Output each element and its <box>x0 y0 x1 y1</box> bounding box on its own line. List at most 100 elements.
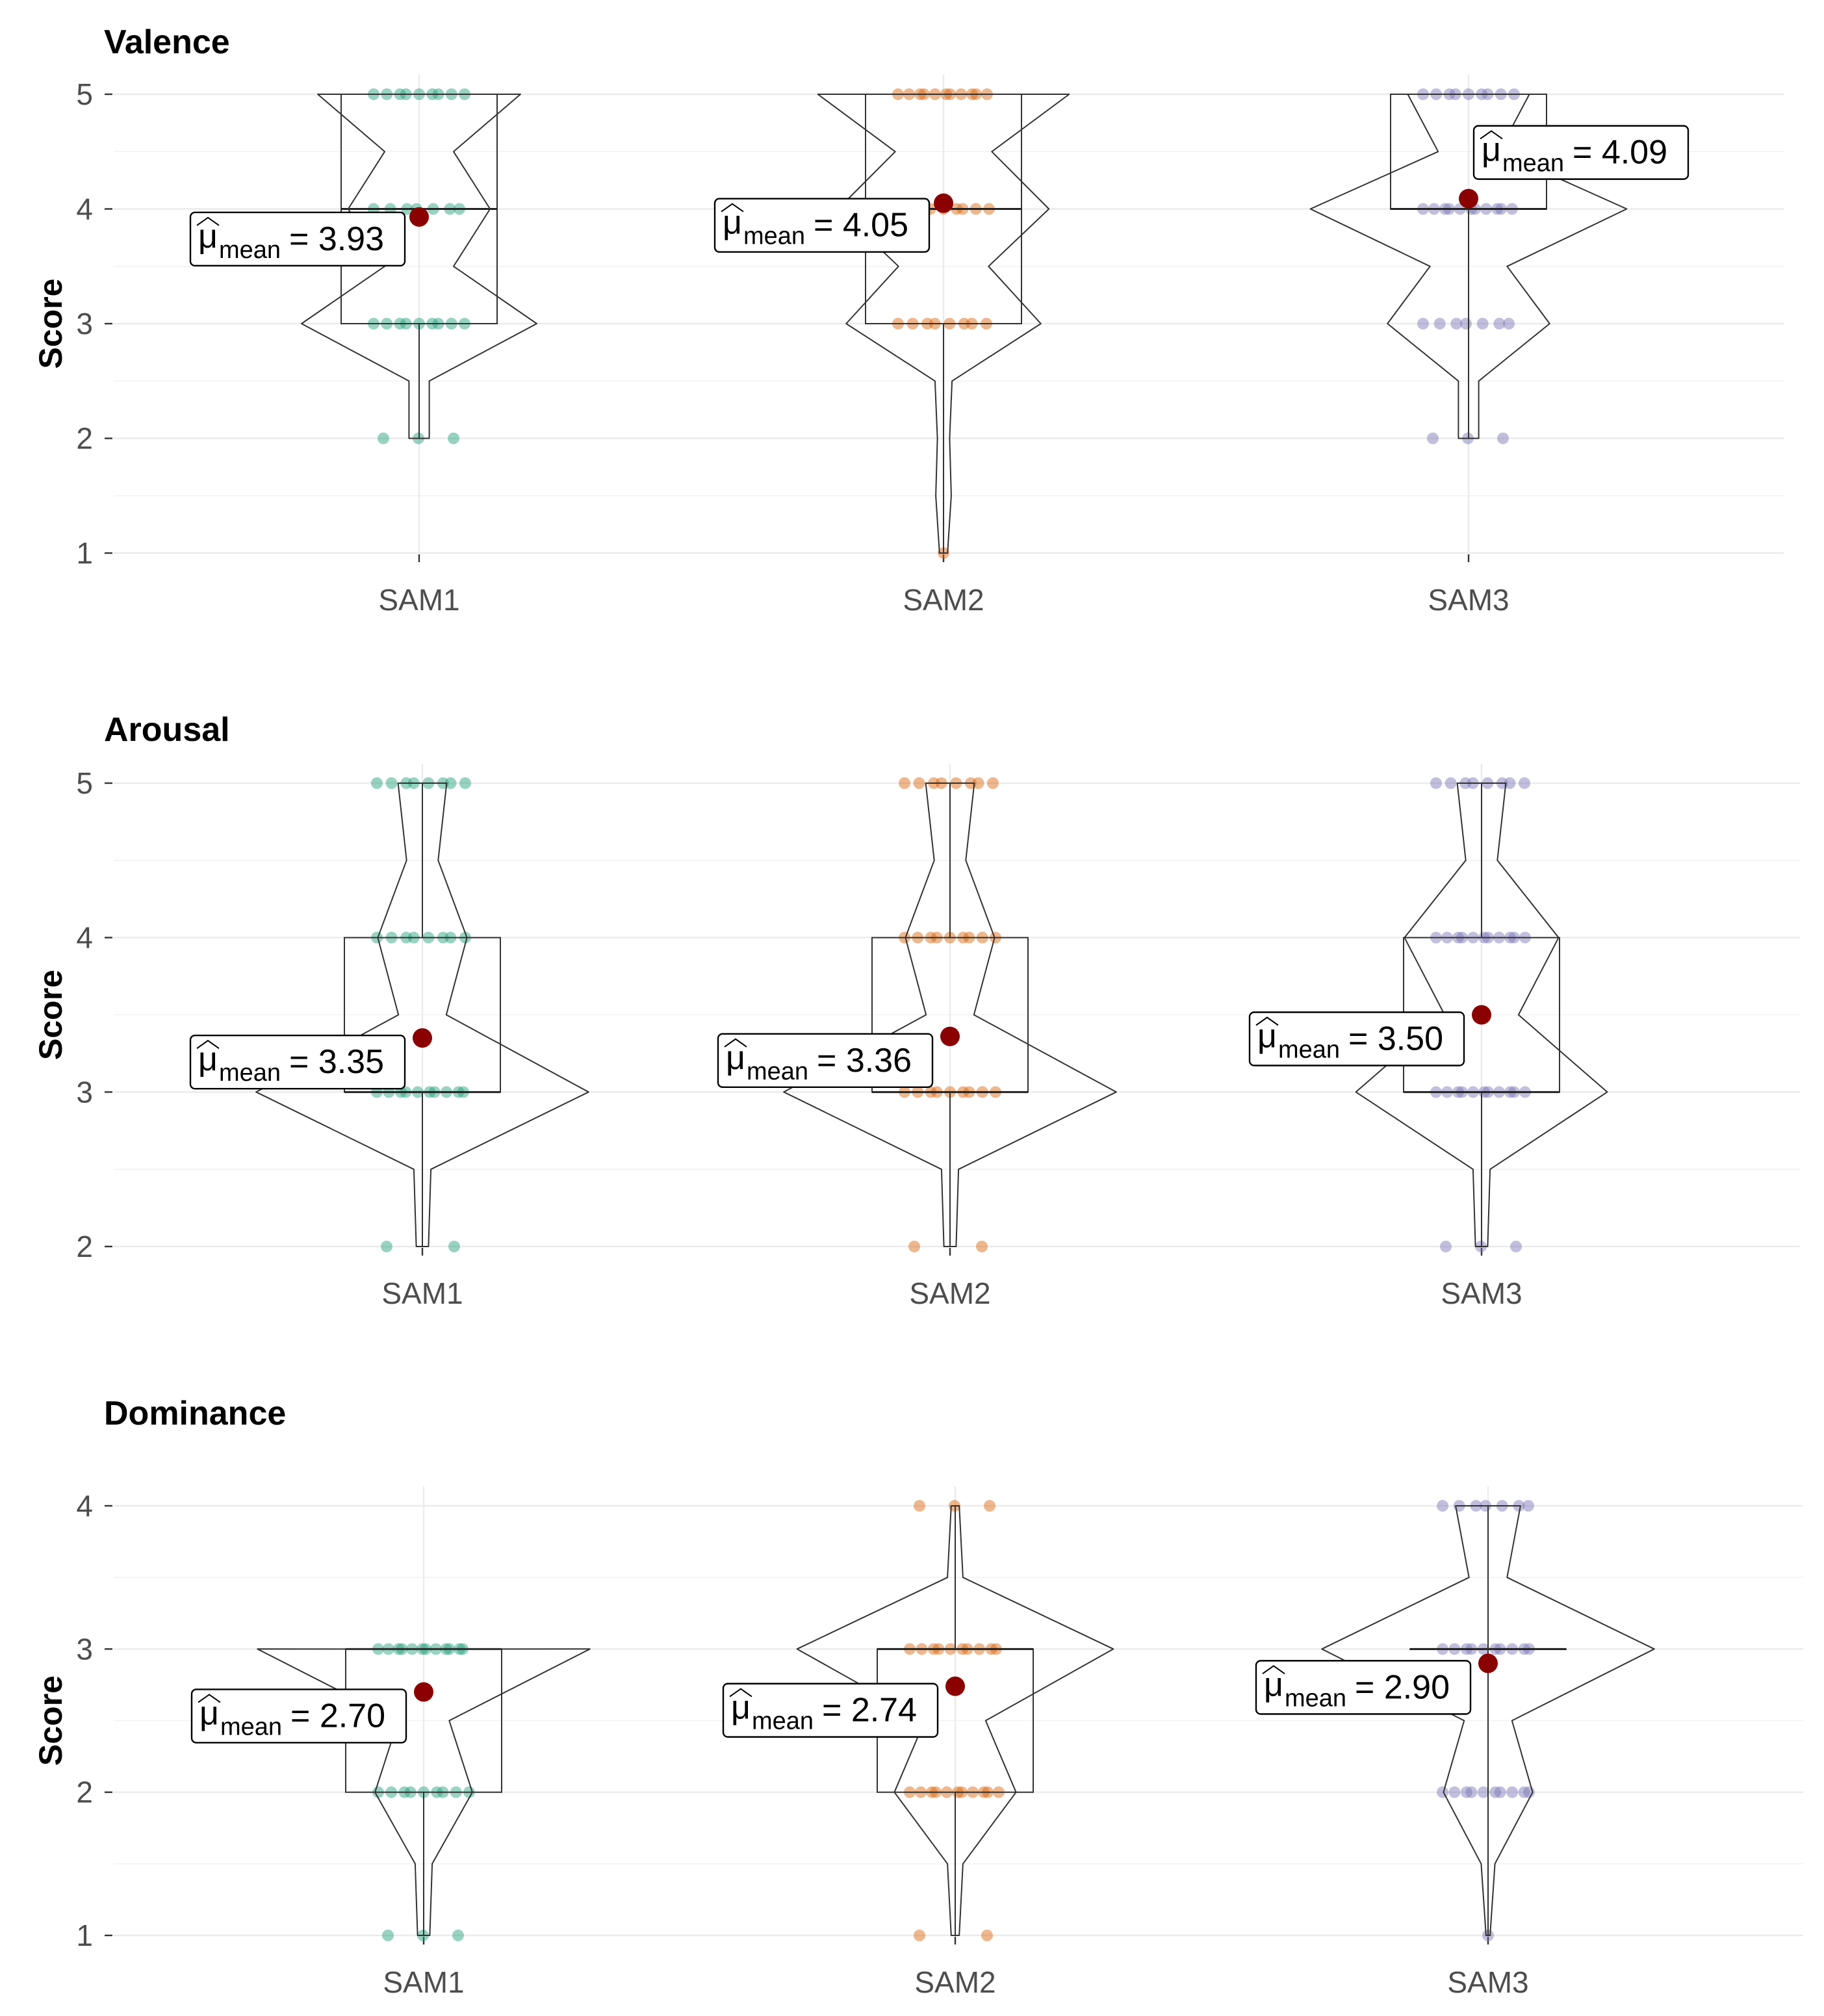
mean-subscript: mean <box>220 1713 282 1740</box>
x-tick-label: SAM1 <box>381 1276 463 1310</box>
mean-value: = 3.35 <box>289 1043 384 1081</box>
mean-value: = 2.74 <box>822 1692 917 1729</box>
data-point <box>1445 777 1457 789</box>
data-point <box>987 777 999 789</box>
data-point <box>1518 1786 1530 1798</box>
violin-outline <box>783 782 1117 1247</box>
x-tick-label: SAM2 <box>914 1965 995 1999</box>
violin-outline <box>301 94 537 439</box>
x-tick-label: SAM1 <box>378 583 459 617</box>
mean-label: μ mean = 2.70 <box>190 1688 407 1744</box>
data-point <box>1504 777 1516 789</box>
group-sam3: SAM3 μ mean = 4.09 <box>1309 88 1689 617</box>
data-point <box>1510 1241 1522 1252</box>
x-tick-label: SAM2 <box>909 1276 990 1310</box>
data-point <box>1427 432 1439 445</box>
arousal-title: Arousal <box>104 711 230 749</box>
data-point <box>371 777 383 789</box>
mean-label-box <box>713 198 931 253</box>
data-point <box>1476 318 1489 330</box>
mu-symbol: μ <box>1482 131 1501 169</box>
hat-accent <box>721 203 744 213</box>
hat-accent <box>1480 130 1503 140</box>
data-point <box>1437 1786 1448 1798</box>
data-point <box>1430 777 1442 789</box>
y-axis-label: Score <box>32 970 69 1060</box>
mean-value: = 3.36 <box>817 1042 912 1079</box>
mean-point <box>1459 188 1478 209</box>
hat-accent <box>729 1688 752 1698</box>
data-point <box>382 1930 394 1941</box>
mean-value: = 3.93 <box>289 220 384 258</box>
mu-symbol: μ <box>726 1039 745 1077</box>
y-tick-label: 2 <box>76 1230 93 1263</box>
mean-label-box <box>190 1688 407 1744</box>
group-sam2: SAM2 μ mean = 3.36 <box>717 777 1117 1310</box>
y-tick-label: 3 <box>76 307 93 341</box>
mean-point <box>414 1682 433 1702</box>
dominance-title: Dominance <box>104 1395 286 1432</box>
data-point <box>1494 1786 1506 1798</box>
mean-subscript: mean <box>1285 1685 1346 1712</box>
y-tick-label: 4 <box>76 192 93 226</box>
y-tick-label: 3 <box>76 1632 93 1666</box>
data-point <box>378 432 389 445</box>
mu-symbol: μ <box>723 204 742 242</box>
x-tick-label: SAM3 <box>1428 583 1509 617</box>
data-point <box>1460 318 1472 330</box>
data-point <box>1465 1786 1478 1798</box>
data-point <box>972 777 984 789</box>
hat-accent <box>1262 1665 1285 1675</box>
data-point <box>1477 1786 1489 1798</box>
data-point <box>914 1500 925 1512</box>
y-axis-label: Score <box>32 1675 69 1766</box>
y-tick-label: 3 <box>76 1075 93 1109</box>
mean-label: μ mean = 3.50 <box>1248 1011 1465 1066</box>
mu-symbol: μ <box>1257 1018 1277 1055</box>
data-point <box>913 777 925 789</box>
y-axis-label: Score <box>32 279 69 369</box>
group-sam1: SAM1 μ mean = 3.35 <box>189 777 589 1310</box>
mean-label-box <box>717 1033 934 1088</box>
data-point <box>1497 432 1509 445</box>
group-sam1: SAM1 μ mean = 3.93 <box>189 88 537 617</box>
valence-title: Valence <box>104 23 230 61</box>
mean-subscript: mean <box>747 1058 808 1085</box>
mean-point <box>1478 1653 1498 1674</box>
mean-value: = 4.09 <box>1573 134 1667 172</box>
data-point <box>452 1930 464 1941</box>
violin-outline <box>255 782 589 1247</box>
mean-value: = 4.05 <box>814 207 908 244</box>
data-point <box>448 1241 460 1252</box>
hat-accent <box>1255 1016 1279 1026</box>
group-sam2: SAM2 μ mean = 4.05 <box>713 88 1070 617</box>
data-point <box>1522 1500 1534 1512</box>
data-point <box>459 777 471 789</box>
mean-subscript: mean <box>1278 1037 1340 1064</box>
mean-label-box <box>1248 1011 1465 1066</box>
data-point <box>385 777 398 789</box>
violin-outline <box>1321 1505 1655 1936</box>
mean-label: μ mean = 3.35 <box>189 1034 406 1090</box>
mu-symbol: μ <box>198 1040 218 1078</box>
data-point <box>1489 1786 1502 1798</box>
violin-outline <box>796 1505 1114 1936</box>
data-point <box>1460 1786 1472 1798</box>
group-sam3: SAM3 μ mean = 2.90 <box>1255 1500 1655 1999</box>
data-point <box>1506 1786 1519 1798</box>
data-point <box>448 432 459 445</box>
data-point <box>1503 318 1515 330</box>
mean-value: = 2.90 <box>1355 1668 1450 1706</box>
mean-point <box>940 1026 960 1046</box>
mean-value: = 2.70 <box>290 1697 385 1735</box>
y-tick-label: 2 <box>76 1776 93 1809</box>
mu-symbol: μ <box>198 218 218 255</box>
hat-accent <box>724 1038 747 1048</box>
group-sam2: SAM2 μ mean = 2.74 <box>722 1500 1114 1999</box>
y-tick-label: 2 <box>76 422 93 456</box>
hat-accent <box>196 216 220 226</box>
data-point <box>914 1930 925 1941</box>
data-point <box>981 1930 993 1941</box>
hat-accent <box>196 1039 220 1049</box>
